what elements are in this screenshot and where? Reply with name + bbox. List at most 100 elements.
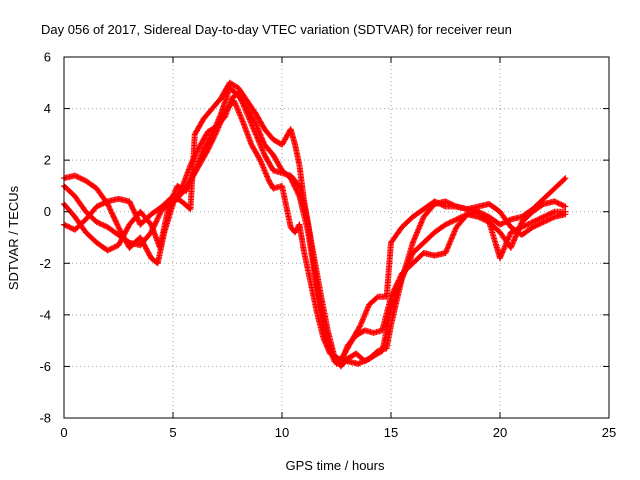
data-point: [131, 209, 138, 216]
y-tick-label: 0: [44, 204, 51, 219]
data-point: [256, 155, 263, 162]
data-point: [532, 217, 539, 224]
data-point: [295, 191, 302, 198]
data-point: [105, 202, 112, 209]
data-point: [107, 206, 114, 213]
data-point: [552, 199, 559, 206]
data-point: [443, 220, 450, 227]
data-point: [105, 246, 112, 253]
data-point: [212, 130, 219, 137]
data-point: [208, 138, 215, 145]
data-point: [499, 220, 506, 227]
data-point: [476, 214, 483, 221]
data-point: [432, 199, 439, 206]
data-point: [74, 173, 81, 180]
data-point: [100, 200, 107, 207]
data-point: [441, 202, 448, 209]
data-point: [447, 219, 454, 226]
data-point: [130, 207, 137, 214]
axis-ticks: 0 5 10 15 20 25 -8 -6 -4 -2 0 2 4 6: [39, 50, 616, 441]
data-point: [252, 119, 259, 126]
plot-frame: [63, 56, 610, 419]
data-point: [393, 282, 400, 289]
x-tick-label: 20: [493, 425, 507, 440]
data-point: [63, 222, 70, 229]
data-point: [289, 179, 296, 186]
y-tick-label: -4: [39, 307, 51, 322]
data-point: [133, 213, 140, 220]
data-point: [204, 148, 211, 155]
data-point: [554, 199, 561, 206]
data-point: [529, 219, 536, 226]
data-point: [498, 220, 505, 227]
data-point: [543, 217, 550, 224]
data-point: [562, 203, 569, 210]
x-axis-label: GPS time / hours: [286, 458, 385, 473]
y-tick-label: 2: [44, 153, 51, 168]
data-point: [562, 211, 569, 218]
data-point: [540, 213, 547, 220]
data-point: [66, 224, 73, 231]
data-point: [548, 215, 555, 222]
data-point: [390, 288, 397, 295]
data-point: [445, 220, 452, 227]
data-point: [151, 222, 158, 229]
data-point: [206, 142, 213, 149]
y-tick-label: 6: [44, 50, 51, 65]
data-point: [154, 215, 161, 222]
data-point: [128, 203, 135, 210]
data-point: [292, 184, 299, 191]
data-series: [61, 79, 569, 370]
data-point: [544, 211, 551, 218]
data-point: [547, 210, 554, 217]
data-point: [157, 210, 164, 217]
data-point: [105, 203, 112, 210]
data-point: [359, 358, 366, 365]
data-point: [155, 212, 162, 219]
data-point: [288, 176, 295, 183]
data-point: [439, 202, 446, 209]
data-point: [109, 211, 116, 218]
data-point: [135, 217, 142, 224]
data-point: [110, 213, 117, 220]
data-point: [96, 202, 103, 209]
data-point: [475, 213, 482, 220]
data-point: [150, 225, 157, 232]
data-point: [106, 205, 113, 212]
data-point: [546, 211, 553, 218]
data-point: [114, 221, 121, 228]
data-point: [62, 222, 69, 229]
data-point: [531, 223, 538, 230]
data-point: [99, 221, 106, 228]
data-point: [449, 218, 456, 225]
data-point: [529, 224, 536, 231]
data-point: [148, 227, 155, 234]
data-point: [437, 200, 444, 207]
data-point: [540, 219, 547, 226]
data-point: [132, 210, 139, 217]
data-point: [153, 218, 160, 225]
data-point: [539, 219, 546, 226]
data-point: [389, 291, 396, 298]
data-point: [210, 135, 217, 142]
data-point: [392, 284, 399, 291]
data-point: [99, 200, 106, 207]
y-tick-label: -8: [39, 411, 51, 426]
data-point: [71, 172, 78, 179]
data-point: [96, 220, 103, 227]
data-point: [206, 144, 213, 151]
data-point: [535, 216, 542, 223]
data-point: [442, 198, 449, 205]
x-tick-label: 10: [275, 425, 289, 440]
data-point: [480, 216, 487, 223]
data-point: [453, 216, 460, 223]
data-point: [204, 146, 211, 153]
data-point: [435, 200, 442, 207]
x-tick-label: 25: [602, 425, 616, 440]
data-point: [360, 358, 367, 365]
data-point: [294, 189, 301, 196]
data-point: [541, 213, 548, 220]
data-point: [97, 201, 104, 208]
data-series-track-4: [61, 97, 569, 367]
